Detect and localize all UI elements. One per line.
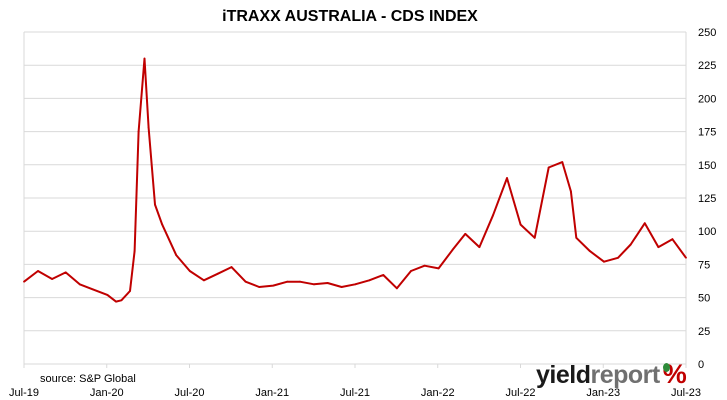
data-point <box>258 286 261 288</box>
data-point <box>423 264 426 267</box>
data-point <box>202 279 205 282</box>
data-point <box>671 238 674 241</box>
data-point <box>129 290 131 292</box>
x-tick-label: Jan-22 <box>421 387 455 399</box>
data-point <box>106 294 109 296</box>
data-point <box>396 287 398 290</box>
data-point <box>464 232 467 235</box>
data-point <box>78 283 81 286</box>
data-point <box>382 274 385 276</box>
data-point <box>410 270 412 272</box>
source-note: source: S&P Global <box>40 373 136 385</box>
x-tick-label: Jan-20 <box>90 387 124 399</box>
data-point <box>313 283 315 286</box>
data-point <box>685 256 687 259</box>
y-tick-label: 75 <box>698 259 710 271</box>
logo-green-dot <box>662 363 670 372</box>
data-point <box>354 283 357 286</box>
data-point <box>92 288 95 291</box>
data-point <box>617 256 619 259</box>
chart-title: iTRAXX AUSTRALIA - CDS INDEX <box>222 8 478 25</box>
y-tick-label: 250 <box>698 27 716 39</box>
y-tick-label: 175 <box>698 127 716 139</box>
data-point <box>230 266 233 268</box>
series-line <box>23 57 687 303</box>
data-point <box>570 190 572 193</box>
data-point <box>603 260 605 263</box>
data-point <box>37 270 39 272</box>
x-tick-label: Jul-22 <box>506 387 536 399</box>
data-point <box>326 282 329 284</box>
y-tick-label: 125 <box>698 193 716 205</box>
data-point <box>643 222 646 225</box>
data-point <box>51 278 53 280</box>
x-tick-label: Jan-21 <box>255 387 289 399</box>
y-tick-label: 150 <box>698 160 716 172</box>
data-point <box>272 284 275 287</box>
x-tick-label: Jul-23 <box>671 387 701 399</box>
data-point <box>506 177 508 179</box>
y-tick-label: 0 <box>698 359 704 371</box>
x-tick-label: Jul-21 <box>340 387 370 399</box>
data-point <box>437 267 440 270</box>
data-point <box>547 166 550 169</box>
data-point <box>143 57 146 60</box>
data-point <box>368 279 371 282</box>
gridlines <box>24 31 686 332</box>
data-point <box>286 280 289 283</box>
data-point <box>340 286 343 288</box>
data-point <box>120 299 123 302</box>
y-tick-label: 100 <box>698 226 716 238</box>
logo-word-yield: yield <box>536 361 591 389</box>
logo-word-report: report <box>590 361 660 389</box>
logo-percent-icon: % <box>662 359 687 389</box>
y-tick-label: 200 <box>698 93 716 105</box>
data-point <box>299 280 301 283</box>
data-point <box>451 248 454 251</box>
data-point <box>629 243 632 246</box>
data-point <box>478 246 481 249</box>
data-point <box>147 126 150 129</box>
data-point <box>23 280 25 283</box>
data-point <box>575 236 578 239</box>
data-point <box>154 203 156 206</box>
y-tick-label: 50 <box>698 293 710 305</box>
data-point <box>188 270 191 272</box>
y-tick-labels: 0 25 50 75 100 125 150 175 200 225 250 <box>698 27 716 371</box>
data-point <box>657 246 660 249</box>
series-layer <box>23 57 687 303</box>
data-point <box>492 214 494 217</box>
data-point <box>217 272 219 275</box>
data-point <box>533 236 536 239</box>
data-point <box>519 223 522 226</box>
data-point <box>175 254 178 257</box>
data-point <box>115 300 117 303</box>
x-tick-label: Jan-23 <box>586 387 620 399</box>
x-tick-label: Jul-19 <box>9 387 39 399</box>
data-point <box>133 250 136 253</box>
data-point <box>589 250 591 253</box>
data-point <box>561 161 564 164</box>
x-tick-labels: Jul-19 Jan-20 Jul-20 Jan-21 Jul-21 Jan-22 Jul-… <box>9 364 701 399</box>
y-tick-label: 225 <box>698 60 716 72</box>
data-point <box>161 223 164 226</box>
data-point <box>244 280 247 283</box>
y-tick-label: 25 <box>698 326 710 338</box>
data-point <box>137 130 140 133</box>
data-point <box>64 271 67 274</box>
x-tick-label: Jul-20 <box>175 387 205 399</box>
yieldreport-logo: yieldreport% <box>536 359 687 389</box>
